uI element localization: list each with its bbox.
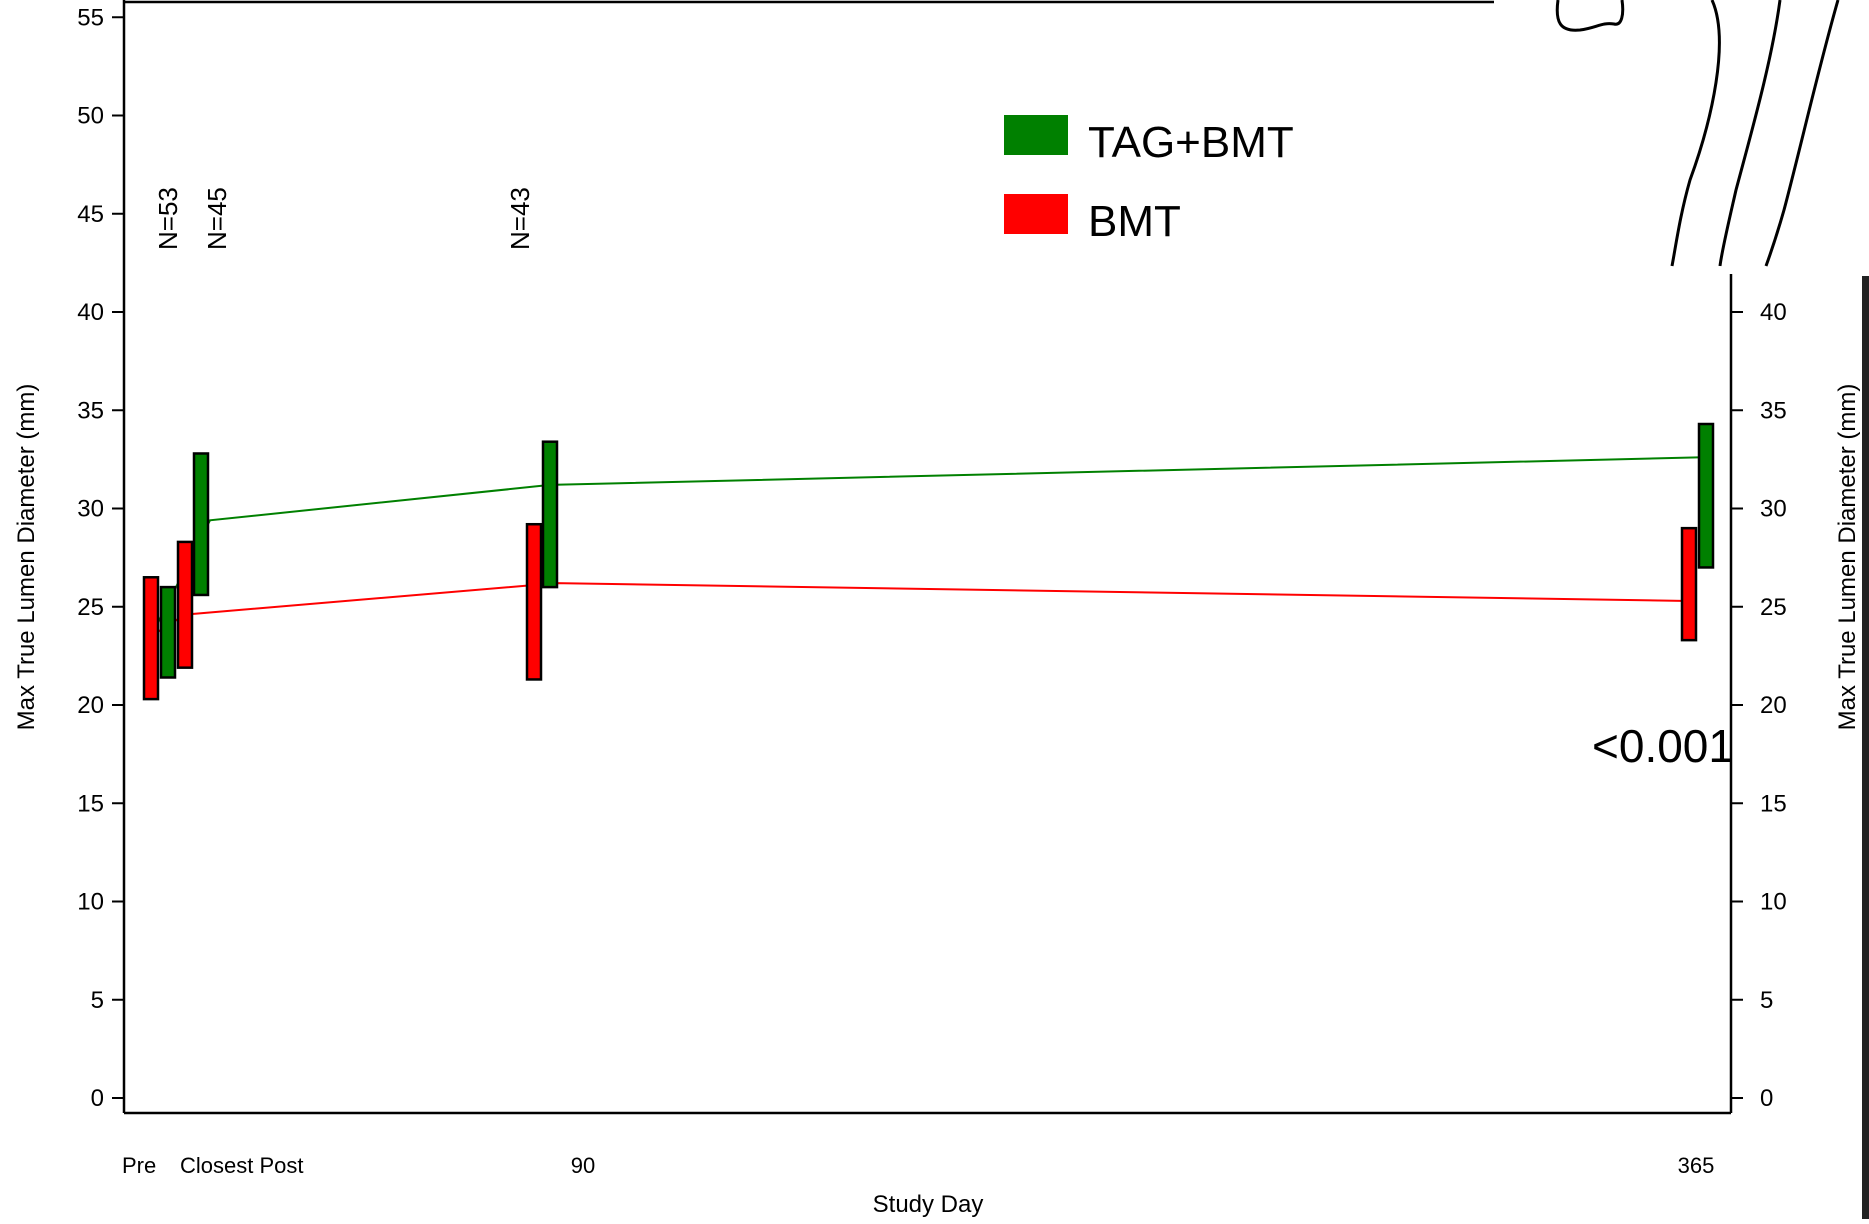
y-tick-label-left: 25 (77, 594, 104, 621)
x-category-label: 90 (571, 1153, 595, 1178)
legend-label-tag-bmt: TAG+BMT (1088, 118, 1294, 167)
mean-line-bmt (150, 582, 1682, 638)
x-axis-title: Study Day (873, 1191, 984, 1218)
y-tick-label-right: 10 (1760, 889, 1787, 916)
y-tick-label-right: 15 (1760, 790, 1787, 817)
page-edge-bar (1862, 276, 1869, 1219)
aorta-sketch (1555, 0, 1840, 267)
y-tick-label-left: 45 (77, 201, 104, 228)
y-tick-label-left: 40 (77, 299, 104, 326)
y-axis-title-right: Max True Lumen Diameter (mm) (1834, 384, 1861, 731)
n-label-day-90: N=43 (505, 187, 535, 250)
y-tick-label-left: 5 (91, 987, 104, 1014)
range-bar-bmt (1680, 526, 1698, 642)
y-axis-title-left: Max True Lumen Diameter (mm) (13, 384, 40, 731)
y-tick-label-left: 55 (77, 4, 104, 31)
legend: TAG+BMT BMT (1004, 115, 1294, 246)
mean-lines (150, 456, 1699, 638)
n-label-pre: N=53 (153, 187, 183, 250)
range-bars (142, 422, 1715, 701)
x-category-label: Pre (122, 1153, 156, 1178)
range-bar-tag-bmt (159, 585, 177, 679)
y-tick-label-right: 5 (1760, 987, 1773, 1014)
mean-line-tag-bmt (150, 456, 1699, 637)
x-category-labels: Pre Closest Post 90 365 (122, 1153, 1714, 1178)
range-bar-bmt (176, 540, 194, 669)
y-tick-label-right: 0 (1760, 1085, 1773, 1112)
y-tick-label-right: 25 (1760, 594, 1787, 621)
y-tick-label-right: 35 (1760, 397, 1787, 424)
y-tick-label-left: 50 (77, 103, 104, 130)
left-y-axis-ticks: 0 5 10 15 20 25 30 35 40 45 50 55 (77, 4, 124, 1112)
right-y-axis-ticks: 0 5 10 15 20 25 30 35 40 (1731, 299, 1787, 1112)
range-bar-bmt (142, 576, 160, 701)
legend-swatch-bmt (1004, 194, 1068, 234)
y-tick-label-left: 30 (77, 496, 104, 523)
y-tick-label-right: 20 (1760, 692, 1787, 719)
y-tick-label-left: 15 (77, 790, 104, 817)
legend-label-bmt: BMT (1088, 197, 1181, 246)
legend-swatch-tag-bmt (1004, 115, 1068, 155)
n-label-closest-post: N=45 (202, 187, 232, 250)
y-tick-label-right: 30 (1760, 496, 1787, 523)
y-tick-label-left: 0 (91, 1085, 104, 1112)
range-bar-tag-bmt (192, 452, 210, 597)
y-tick-label-left: 35 (77, 397, 104, 424)
y-tick-label-right: 40 (1760, 299, 1787, 326)
x-category-label: Closest Post (180, 1153, 304, 1178)
range-bar-tag-bmt (541, 440, 559, 589)
range-bar-bmt (525, 522, 543, 681)
y-tick-label-left: 10 (77, 889, 104, 916)
y-tick-label-left: 20 (77, 692, 104, 719)
p-value-annotation: <0.001 (1592, 720, 1734, 772)
range-bar-tag-bmt (1697, 422, 1715, 569)
x-category-label: 365 (1678, 1153, 1715, 1178)
